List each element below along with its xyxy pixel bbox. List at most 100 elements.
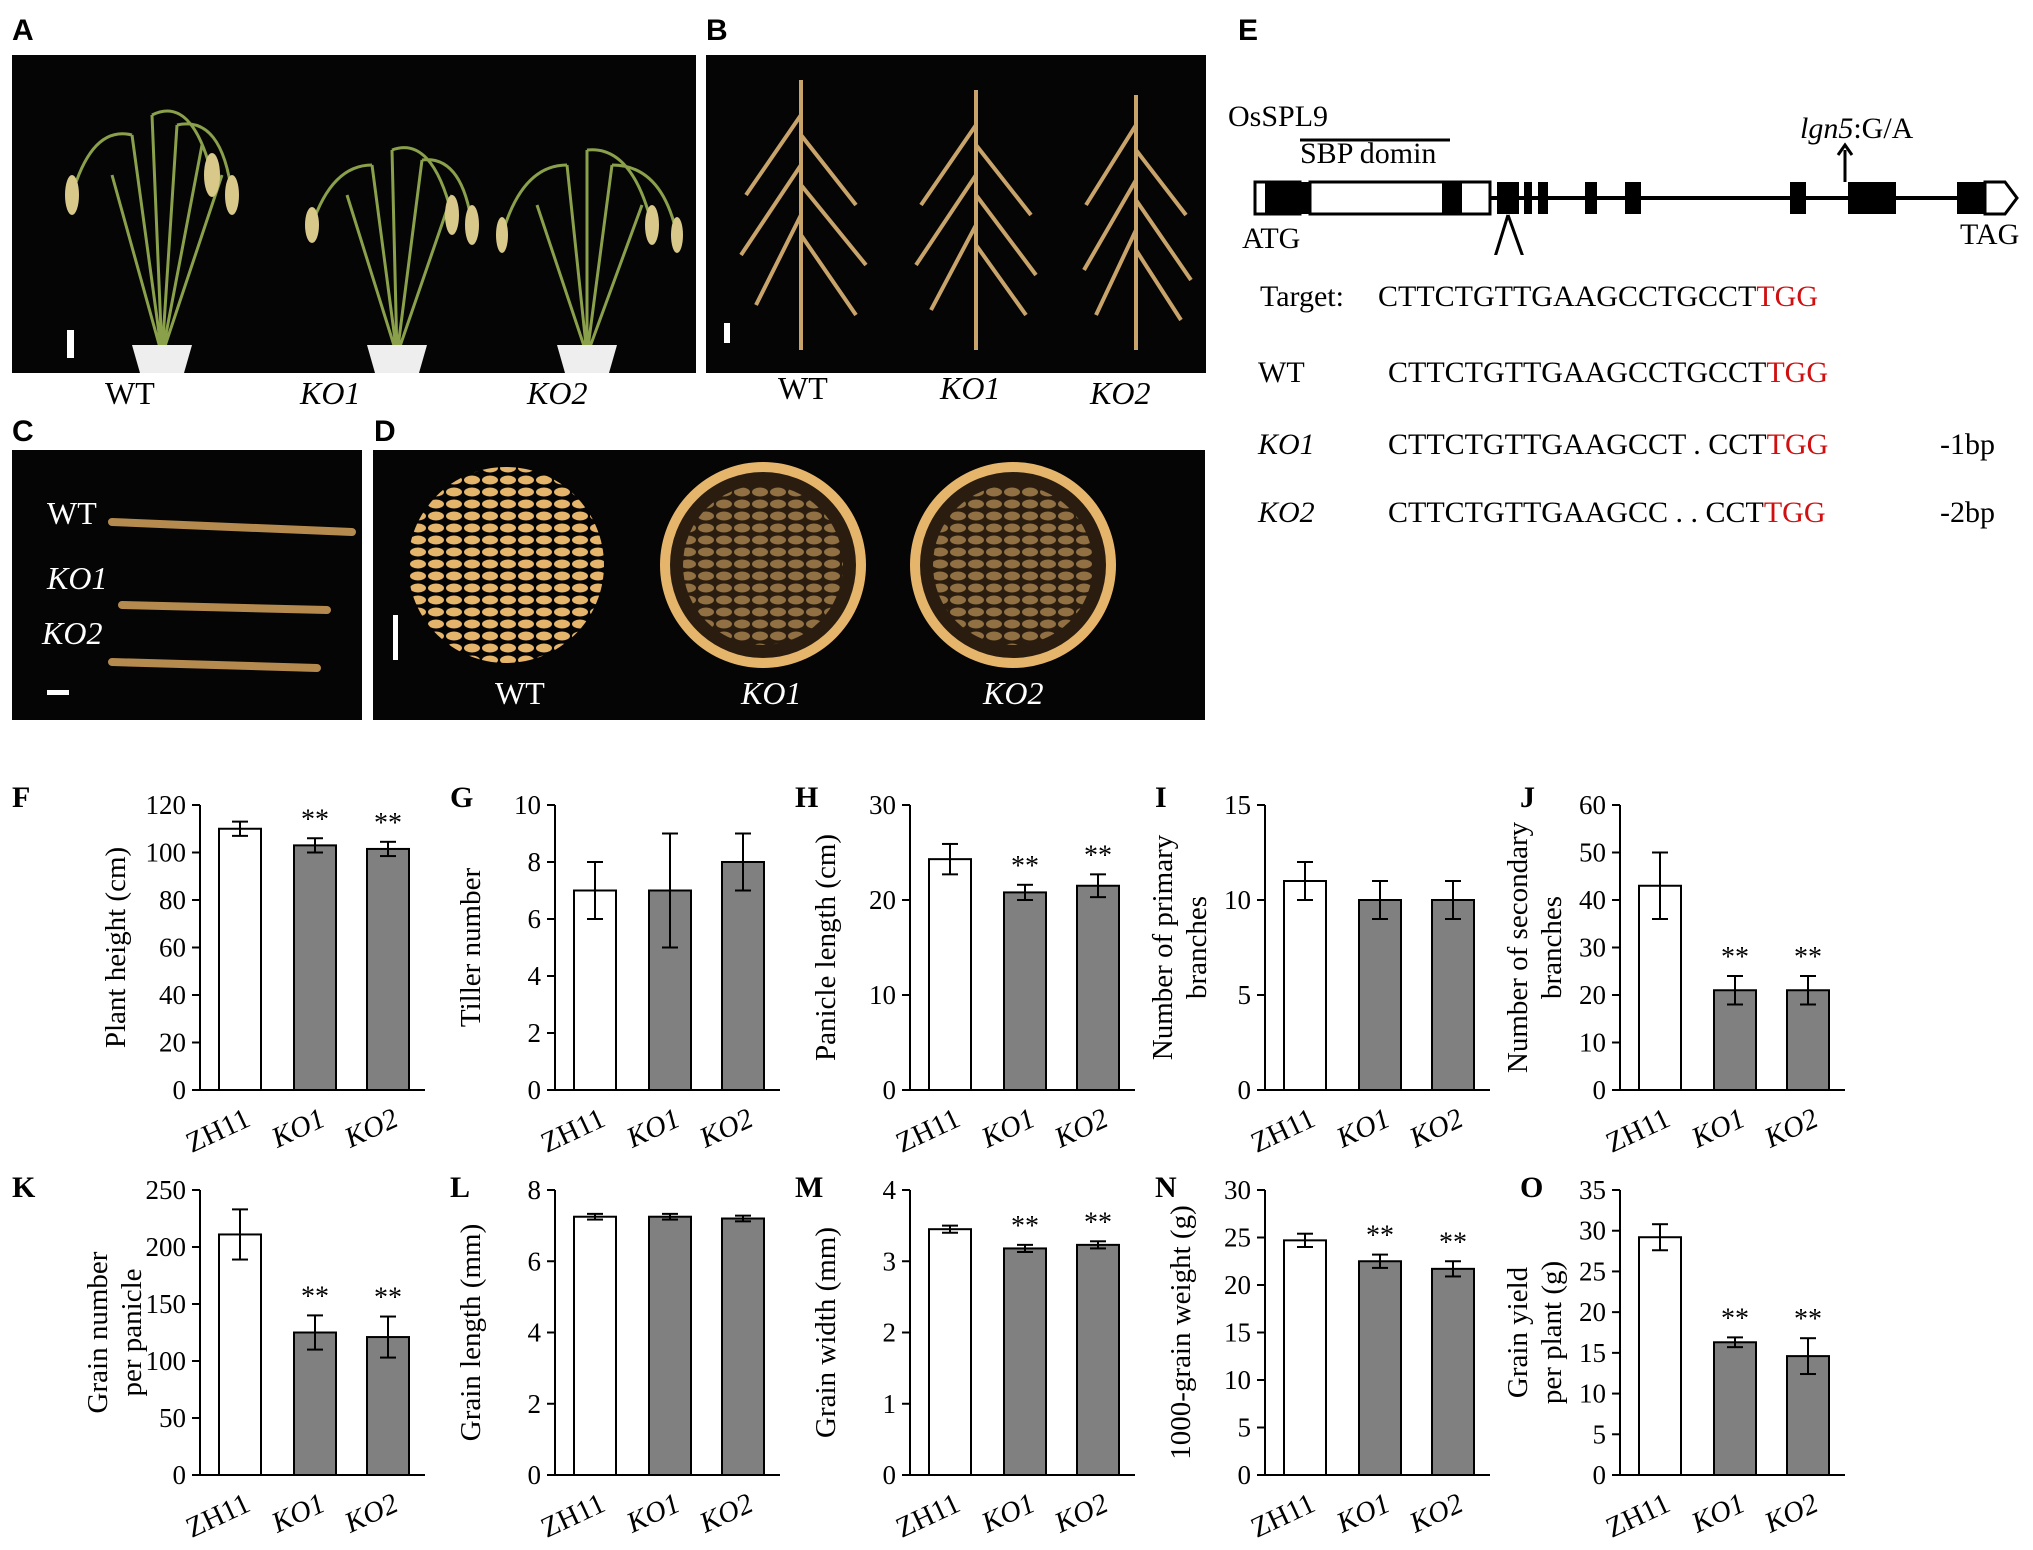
exon	[1957, 182, 1985, 214]
x-tick-label-h: ZH11	[891, 1102, 965, 1159]
panel-label-l: L	[450, 1171, 470, 1204]
seq-text: CTTCTGTTGAAGCCT . CCT	[1388, 428, 1767, 461]
y-tick-label-f: 80	[159, 885, 186, 915]
y-tick-label-j: 40	[1579, 885, 1606, 915]
plant-illustration	[65, 109, 683, 373]
y-tick-label-o: 20	[1579, 1297, 1606, 1327]
significance-mark-k: **	[301, 1281, 329, 1312]
y-tick-label-i: 10	[1224, 885, 1251, 915]
exon	[1524, 182, 1532, 214]
scale-bar	[47, 690, 69, 695]
y-tick-label-n: 25	[1224, 1223, 1251, 1253]
y-tick-label-f: 60	[159, 933, 186, 963]
bar-m-ko1	[1003, 1247, 1047, 1477]
significance-mark-f: **	[301, 804, 329, 835]
panel-label-e: E	[1238, 14, 1259, 47]
horizontal-panicles	[47, 518, 356, 695]
exon	[1497, 182, 1519, 214]
panel-label-h: H	[795, 781, 818, 814]
significance-mark-j: **	[1794, 942, 1822, 973]
arrow-head-icon	[1836, 142, 1854, 156]
y-tick-label-j: 20	[1579, 980, 1606, 1010]
seq-text: CTTCTGTTGAAGCCTGCCT	[1388, 356, 1767, 389]
x-tick-label-h: KO1	[976, 1102, 1040, 1155]
y-tick-label-o: 5	[1593, 1419, 1607, 1449]
bar-j-ko1	[1713, 989, 1757, 1091]
y-axis-label-line: branches	[1536, 896, 1568, 999]
significance-mark-o: **	[1794, 1304, 1822, 1335]
photo-d-label-ko1: KO1	[741, 675, 802, 711]
y-axis-label-f: Plant height (cm)	[100, 847, 132, 1048]
pam-text: TGG	[1766, 356, 1828, 389]
significance-mark-h: **	[1011, 851, 1039, 882]
x-tick-label-h: KO2	[1049, 1102, 1113, 1155]
y-axis-label-i: Number of primarybranches	[1147, 834, 1213, 1060]
bar-l-ko2	[721, 1217, 765, 1476]
x-tick-label-i: KO1	[1331, 1102, 1395, 1155]
y-tick-label-g: 10	[514, 790, 541, 820]
photo-whole-plants	[12, 55, 696, 373]
exon	[1265, 182, 1310, 214]
photo-c-label-ko1: KO1	[47, 560, 108, 596]
photo-b-label-ko2: KO2	[1090, 375, 1151, 411]
y-tick-label-n: 5	[1238, 1413, 1252, 1443]
photo-grains: WT KO1 KO2	[373, 450, 1205, 720]
bar-m-ko2	[1076, 1243, 1120, 1477]
target-sequence: CTTCTGTTGAAGCCTGCCTTGG	[1378, 280, 1818, 314]
photo-a-label-ko2: KO2	[527, 375, 588, 411]
x-tick-label-j: KO1	[1686, 1102, 1750, 1155]
significance-mark-j: **	[1721, 942, 1749, 973]
y-tick-label-g: 4	[528, 961, 542, 991]
photo-a-label-wt: WT	[105, 375, 155, 411]
grain-illustration	[393, 462, 1116, 668]
y-axis-label-line: Grain yield	[1502, 1266, 1534, 1398]
bar-g-ko2	[721, 861, 765, 1091]
panel-label-m: M	[795, 1171, 823, 1204]
domain-label: SBP domin	[1300, 137, 1437, 170]
exon	[1790, 182, 1806, 214]
significance-mark-n: **	[1439, 1227, 1467, 1258]
significance-mark-k: **	[374, 1283, 402, 1314]
target-label: Target:	[1260, 280, 1344, 313]
seq-text: CTTCTGTTGAAGCC . . CCT	[1388, 496, 1764, 529]
seq-row-ko2: CTTCTGTTGAAGCC . . CCTTGG	[1388, 496, 1826, 530]
y-tick-label-l: 8	[528, 1175, 542, 1205]
y-tick-label-m: 0	[883, 1460, 897, 1490]
scale-bar	[67, 330, 74, 358]
panel-label-f: F	[12, 781, 30, 814]
panel-label-k: K	[12, 1171, 36, 1204]
exon	[1848, 182, 1896, 214]
panel-label-i: I	[1155, 781, 1167, 814]
start-codon-label: ATG	[1242, 222, 1301, 255]
mutation-change: :G/A	[1853, 112, 1914, 145]
x-tick-label-m: KO2	[1049, 1487, 1113, 1540]
panicle-illustration	[724, 80, 1193, 350]
ko2-deletion: -2bp	[1940, 496, 1995, 529]
y-tick-label-o: 25	[1579, 1256, 1606, 1286]
x-tick-label-f: KO2	[339, 1102, 403, 1155]
photo-b-label-ko1: KO1	[940, 370, 1001, 406]
y-tick-label-g: 0	[528, 1075, 542, 1105]
y-tick-label-o: 0	[1593, 1460, 1607, 1490]
y-tick-label-f: 120	[146, 790, 187, 820]
photo-panicles-horizontal: WT KO1 KO2	[12, 450, 362, 720]
panel-label-g: G	[450, 781, 473, 814]
bar-i-zh11	[1283, 880, 1327, 1091]
y-tick-label-m: 2	[883, 1318, 897, 1348]
y-tick-label-j: 60	[1579, 790, 1606, 820]
bar-k-ko1	[293, 1331, 337, 1476]
x-tick-label-l: ZH11	[536, 1487, 610, 1544]
bar-g-zh11	[573, 889, 617, 1091]
x-tick-label-j: ZH11	[1601, 1102, 1675, 1159]
panel-label-a: A	[12, 14, 34, 47]
x-tick-label-o: ZH11	[1601, 1487, 1675, 1544]
y-tick-label-n: 15	[1224, 1318, 1251, 1348]
photo-c-label-wt: WT	[47, 495, 97, 531]
y-tick-label-m: 1	[883, 1389, 897, 1419]
stop-codon-label: TAG	[1960, 218, 2020, 251]
target-site-marker	[1494, 214, 1524, 255]
y-axis-label-line: Number of primary	[1147, 834, 1179, 1060]
significance-mark-o: **	[1721, 1303, 1749, 1334]
photo-a-label-ko1: KO1	[300, 375, 361, 411]
